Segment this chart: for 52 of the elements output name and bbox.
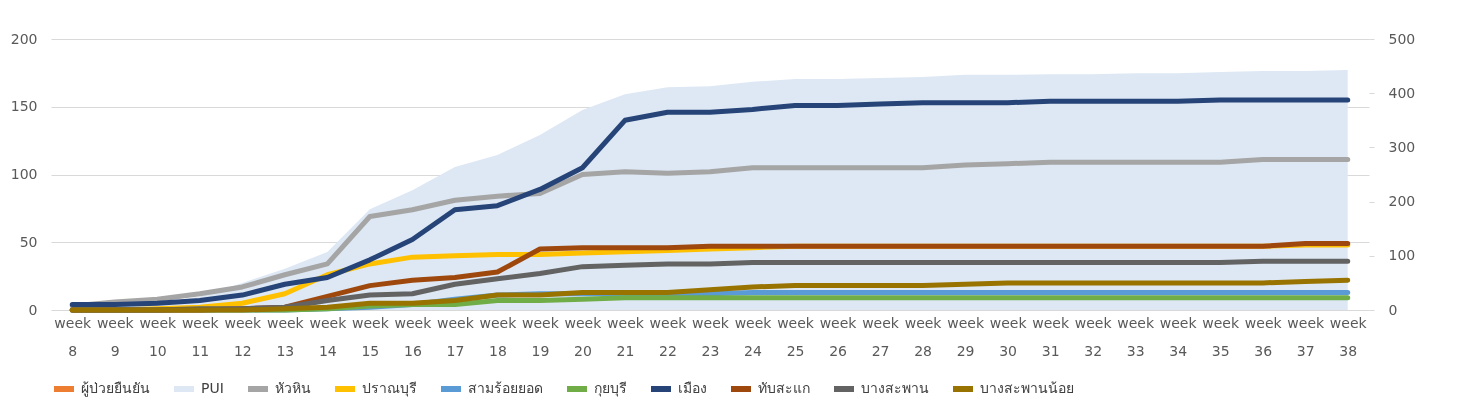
x-tick-label: week 26 bbox=[819, 314, 858, 359]
y2-tick-label: 300 bbox=[1388, 138, 1416, 155]
x-tick-label: week 35 bbox=[1202, 314, 1240, 359]
x-tick-label: week 14 bbox=[309, 314, 348, 359]
x-tick-label: week 11 bbox=[181, 314, 220, 359]
x-tick-label: week 10 bbox=[139, 314, 178, 359]
x-tick-label: week 17 bbox=[437, 314, 475, 359]
legend-label: ผู้ป่วยยืนยัน bbox=[81, 380, 150, 397]
legend-label: สามร้อยยอด bbox=[468, 380, 543, 396]
legend-label: บางสะพานน้อย bbox=[980, 380, 1074, 396]
y2-tick-label: 100 bbox=[1388, 247, 1416, 264]
legend-label: บางสะพาน bbox=[861, 380, 929, 396]
x-tick-label: week 8 bbox=[54, 314, 93, 359]
x-tick-label: week 9 bbox=[96, 314, 135, 359]
x-tick-label: week 24 bbox=[734, 314, 773, 359]
x-tick-label: week 37 bbox=[1287, 314, 1325, 359]
x-tick-label: week 20 bbox=[564, 314, 603, 359]
x-tick-label: week 36 bbox=[1244, 314, 1283, 359]
x-tick-label: week 23 bbox=[692, 314, 730, 359]
y-tick-label: 50 bbox=[19, 233, 38, 250]
y2-tick-label: 200 bbox=[1388, 193, 1416, 210]
x-tick-label: week 30 bbox=[989, 314, 1028, 359]
x-tick-label: week 18 bbox=[479, 314, 518, 359]
y2-tick-label: 500 bbox=[1388, 30, 1416, 47]
x-tick-label: week 22 bbox=[649, 314, 688, 359]
x-tick-label: week 31 bbox=[1032, 314, 1070, 359]
x-tick-label: week 13 bbox=[266, 314, 305, 359]
legend-label: PUI bbox=[201, 380, 224, 396]
x-tick-label: week 33 bbox=[1117, 314, 1155, 359]
y2-tick-label: 0 bbox=[1388, 301, 1398, 318]
legend-label: หัวหิน bbox=[275, 380, 311, 396]
x-tick-label: week 27 bbox=[862, 314, 900, 359]
x-tick-label: week 16 bbox=[394, 314, 433, 359]
x-tick-label: week 21 bbox=[607, 314, 645, 359]
legend-label: ทับสะแก bbox=[758, 380, 810, 396]
x-tick-label: week 15 bbox=[351, 314, 390, 359]
x-tick-label: week 28 bbox=[904, 314, 943, 359]
legend-label: ปราณบุรี bbox=[362, 380, 417, 397]
y-tick-label: 150 bbox=[10, 98, 38, 115]
y-tick-label: 100 bbox=[10, 166, 38, 182]
y-tick-label: 200 bbox=[10, 30, 38, 47]
x-tick-label: week 29 bbox=[947, 314, 985, 359]
x-tick-label: week 19 bbox=[522, 314, 560, 359]
x-tick-label: week 12 bbox=[224, 314, 263, 359]
legend-label: เมือง bbox=[678, 380, 707, 396]
y-tick-label: 0 bbox=[28, 301, 38, 318]
legend-label: กุยบุรี bbox=[594, 380, 627, 397]
x-tick-label: week 38 bbox=[1329, 314, 1368, 359]
x-tick-label: week 32 bbox=[1074, 314, 1113, 359]
y2-tick-label: 400 bbox=[1388, 84, 1416, 101]
x-tick-label: week 25 bbox=[777, 314, 815, 359]
x-tick-label: week 34 bbox=[1159, 314, 1198, 359]
